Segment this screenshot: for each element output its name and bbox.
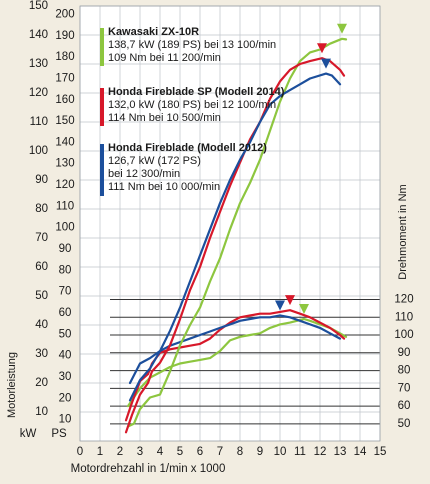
power-curve-fireblade-2012 [128, 72, 342, 402]
x-tick-label-0: 0 [77, 446, 83, 458]
ps-tick-label-50: 50 [59, 328, 72, 340]
x-tick-label-4: 4 [157, 446, 164, 458]
kw-tick-label-110: 110 [30, 116, 48, 128]
ps-tick-label-30: 30 [59, 371, 72, 383]
ps-tick-label-100: 100 [55, 222, 74, 234]
x-tick-label-9: 9 [257, 446, 263, 458]
x-tick-label-2: 2 [117, 446, 123, 458]
ps-tick-label-190: 190 [55, 30, 74, 42]
ps-tick-label-60: 60 [59, 307, 72, 319]
legend-swatch-fireblade-2012 [100, 144, 104, 196]
ps-tick-label-180: 180 [55, 51, 74, 63]
kw-tick-label-50: 50 [35, 290, 48, 302]
ps-tick-label-160: 160 [55, 94, 74, 106]
y-axis-title-power: Motorleistung [6, 352, 18, 418]
peak-torque-marker-fireblade-sp [285, 295, 295, 306]
plot-area [80, 6, 380, 441]
ps-tick-label-120: 120 [55, 179, 74, 191]
x-tick-label-3: 3 [137, 446, 143, 458]
legend-fireblade-2012-rpm: bei 12 300/min [108, 168, 181, 180]
ps-tick-label-170: 170 [55, 72, 74, 84]
legend-kawasaki: Kawasaki ZX-10R 138,7 kW (189 PS) bei 13… [100, 26, 277, 66]
power-curve-kawasaki [126, 37, 348, 428]
peak-power-marker-fireblade-sp [317, 43, 327, 54]
legend-kawasaki-torque: 109 Nm bei 11 200/min [108, 52, 221, 64]
ps-tick-label-80: 80 [59, 264, 72, 276]
kw-tick-label-140: 140 [29, 29, 48, 41]
kw-tick-label-70: 70 [35, 232, 48, 244]
ps-tick-label-110: 110 [56, 200, 74, 212]
kw-tick-label-90: 90 [35, 174, 48, 186]
power-curve-fireblade-sp [124, 57, 346, 434]
legend-swatch-fireblade-sp [100, 88, 104, 126]
ps-unit-label: PS [51, 428, 67, 440]
plot-frame [79, 5, 381, 442]
ps-tick-label-140: 140 [55, 136, 74, 148]
x-tick-label-6: 6 [197, 446, 203, 458]
torque-curve-fireblade-2012 [128, 314, 342, 385]
legend-fireblade-sp-torque: 114 Nm bei 10 500/min [108, 112, 221, 124]
x-tick-label-11: 11 [294, 446, 306, 458]
kw-tick-label-150: 150 [29, 0, 48, 12]
kw-unit-label: kW [20, 428, 37, 440]
x-tick-label-14: 14 [354, 446, 367, 458]
nm-tick-label-100: 100 [394, 329, 413, 341]
legend-fireblade-sp: Honda Fireblade SP (Modell 2014) 132,0 k… [100, 86, 285, 126]
peak-power-marker-kawasaki [337, 23, 347, 34]
legend-kawasaki-power: 138,7 kW (189 PS) bei 13 100/min [108, 39, 277, 51]
ps-tick-label-10: 10 [59, 414, 72, 426]
peak-torque-marker-kawasaki [299, 304, 309, 315]
legend-fireblade-2012-power: 126,7 kW (172 PS) [108, 155, 201, 167]
ps-tick-label-20: 20 [59, 392, 72, 404]
kw-tick-label-10: 10 [35, 406, 48, 418]
x-tick-label-12: 12 [314, 446, 327, 458]
legend-swatch-kawasaki [100, 28, 104, 66]
x-tick-label-8: 8 [237, 446, 243, 458]
nm-tick-label-60: 60 [398, 400, 411, 412]
nm-tick-label-110: 110 [395, 311, 413, 323]
legend-fireblade-sp-name: Honda Fireblade SP (Modell 2014) [108, 86, 285, 98]
nm-tick-label-120: 120 [394, 294, 413, 306]
y-axis-title-torque: Drehmoment in Nm [397, 184, 409, 279]
ps-tick-label-150: 150 [55, 115, 74, 127]
x-tick-label-10: 10 [274, 446, 287, 458]
nm-tick-label-70: 70 [398, 382, 411, 394]
kw-tick-label-40: 40 [35, 319, 48, 331]
kw-tick-label-130: 130 [29, 58, 48, 70]
kw-tick-label-80: 80 [35, 203, 48, 215]
x-tick-label-13: 13 [334, 446, 347, 458]
legend-fireblade-2012-name: Honda Fireblade (Modell 2012) [108, 142, 267, 154]
torque-curve-kawasaki [126, 317, 348, 408]
legend-fireblade-sp-power: 132,0 kW (180 PS) bei 12 100/min [108, 99, 277, 111]
legend-kawasaki-name: Kawasaki ZX-10R [108, 26, 200, 38]
ps-tick-label-90: 90 [59, 243, 72, 255]
kw-tick-label-20: 20 [35, 377, 48, 389]
ps-tick-label-70: 70 [59, 286, 72, 298]
legend-fireblade-2012-torque: 111 Nm bei 10 000/min [108, 181, 221, 193]
peak-torque-marker-fireblade-2012 [275, 300, 285, 311]
kw-tick-label-60: 60 [35, 261, 48, 273]
nm-tick-label-90: 90 [398, 347, 411, 359]
x-tick-label-5: 5 [177, 446, 183, 458]
ps-tick-label-40: 40 [59, 350, 72, 362]
kw-tick-label-30: 30 [35, 348, 48, 360]
nm-tick-label-80: 80 [398, 365, 411, 377]
x-axis-title: Motordrehzahl in 1/min x 1000 [71, 463, 226, 475]
x-tick-label-7: 7 [217, 446, 223, 458]
peak-power-marker-fireblade-2012 [321, 58, 331, 69]
x-tick-label-15: 15 [374, 446, 387, 458]
legend-fireblade-2012: Honda Fireblade (Modell 2012) 126,7 kW (… [100, 142, 267, 196]
nm-tick-label-50: 50 [398, 418, 411, 430]
kw-tick-label-120: 120 [29, 87, 48, 99]
ps-tick-label-130: 130 [55, 158, 74, 170]
kw-tick-label-100: 100 [29, 145, 48, 157]
x-tick-label-1: 1 [97, 446, 103, 458]
ps-tick-label-200: 200 [55, 8, 74, 20]
